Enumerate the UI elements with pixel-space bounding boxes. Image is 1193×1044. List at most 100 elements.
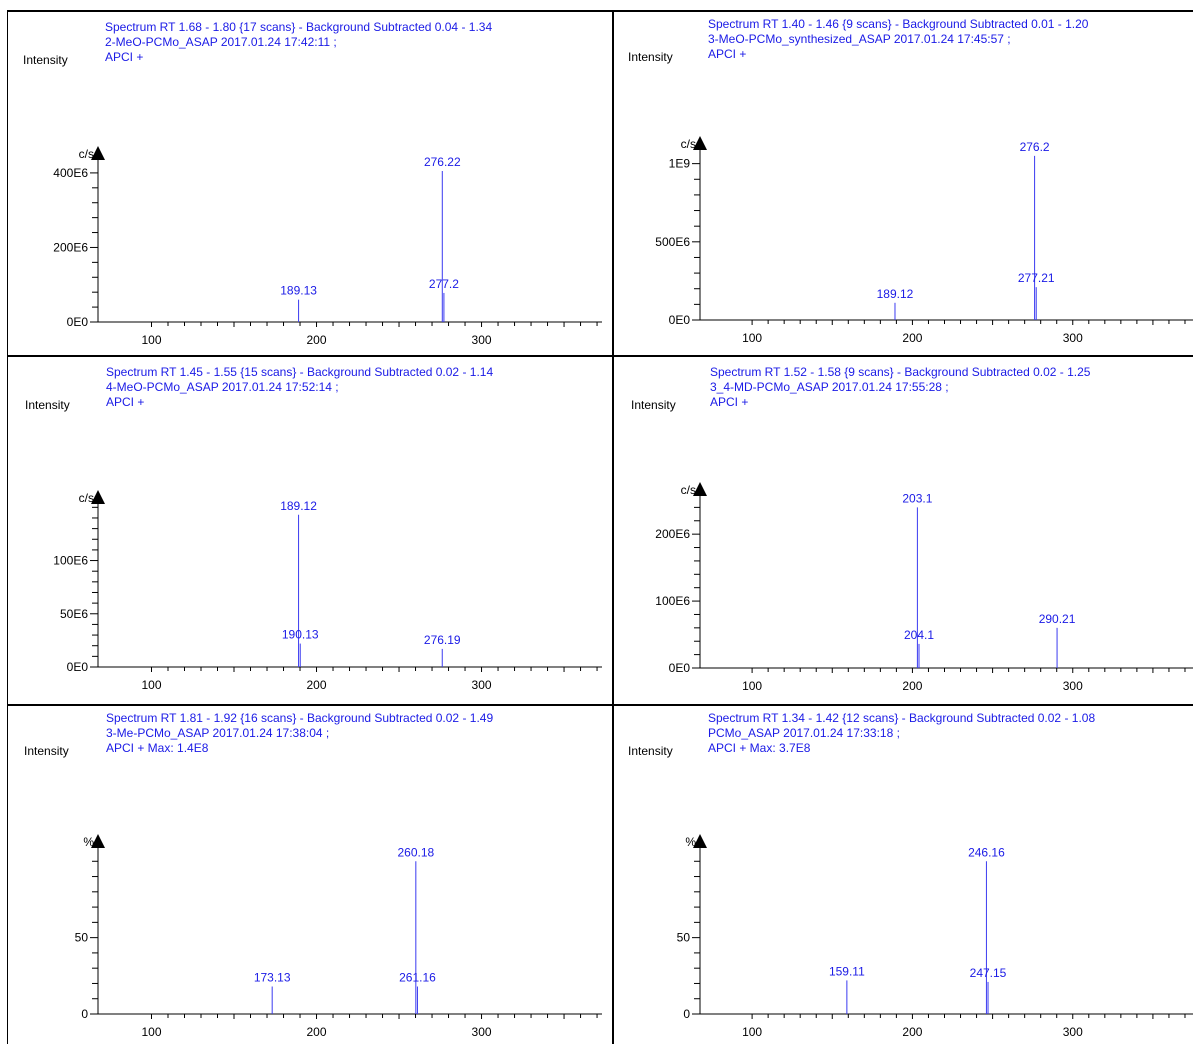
y-tick-label: 100E6 bbox=[655, 594, 690, 608]
spectrum-header-line: 3-MeO-PCMo_synthesized_ASAP 2017.01.24 1… bbox=[708, 32, 1011, 46]
spectrum-panel-6: Spectrum RT 1.34 - 1.42 {12 scans} - Bac… bbox=[614, 706, 1193, 1044]
y-tick-label: 0E0 bbox=[669, 313, 691, 327]
spectrum-header-line: Spectrum RT 1.68 - 1.80 {17 scans} - Bac… bbox=[105, 20, 492, 34]
peak-label: 189.12 bbox=[280, 499, 317, 513]
x-tick-label: 100 bbox=[141, 333, 161, 347]
y-tick-label: 1E9 bbox=[669, 157, 691, 171]
y-tick-label: 200E6 bbox=[53, 240, 88, 254]
spectrum-panel-1: Spectrum RT 1.68 - 1.80 {17 scans} - Bac… bbox=[8, 12, 612, 355]
spectrum-header-line: PCMo_ASAP 2017.01.24 17:33:18 ; bbox=[708, 726, 900, 740]
spectrum-header-line: Spectrum RT 1.81 - 1.92 {16 scans} - Bac… bbox=[106, 711, 493, 725]
x-tick-label: 300 bbox=[472, 1025, 492, 1039]
peak-label: 277.21 bbox=[1018, 271, 1055, 285]
y-axis-arrow bbox=[91, 834, 105, 848]
y-unit-label: % bbox=[83, 835, 94, 849]
spectrum-header-line: 4-MeO-PCMo_ASAP 2017.01.24 17:52:14 ; bbox=[106, 380, 339, 394]
y-tick-label: 0E0 bbox=[67, 315, 89, 329]
intensity-label: Intensity bbox=[23, 53, 68, 67]
x-tick-label: 300 bbox=[1063, 679, 1083, 693]
y-axis-arrow bbox=[91, 146, 105, 160]
y-unit-label: c/s bbox=[79, 147, 94, 161]
y-tick-label: 50 bbox=[75, 931, 89, 945]
spectrum-header-line: APCI + bbox=[106, 395, 144, 409]
spectrum-panel-2: Spectrum RT 1.40 - 1.46 {9 scans} - Back… bbox=[614, 12, 1193, 355]
peak-label: 247.15 bbox=[970, 966, 1007, 980]
peak-label: 203.1 bbox=[902, 491, 932, 505]
spectrum-header-line: Spectrum RT 1.34 - 1.42 {12 scans} - Bac… bbox=[708, 711, 1095, 725]
x-tick-label: 100 bbox=[141, 1025, 161, 1039]
peak-label: 261.16 bbox=[399, 971, 436, 985]
frame-row-divider-1 bbox=[8, 355, 1193, 357]
peak-label: 189.12 bbox=[877, 287, 914, 301]
peak-label: 277.2 bbox=[429, 277, 459, 291]
spectrum-chart-1: Spectrum RT 1.68 - 1.80 {17 scans} - Bac… bbox=[23, 20, 602, 347]
spectrum-chart-3: Spectrum RT 1.45 - 1.55 {15 scans} - Bac… bbox=[25, 365, 602, 692]
intensity-label: Intensity bbox=[631, 398, 676, 412]
x-tick-label: 300 bbox=[472, 333, 492, 347]
peak-label: 204.1 bbox=[904, 628, 934, 642]
y-tick-label: 200E6 bbox=[655, 527, 690, 541]
spectrum-panel-5: Spectrum RT 1.81 - 1.92 {16 scans} - Bac… bbox=[8, 706, 612, 1044]
y-tick-label: 0E0 bbox=[67, 660, 89, 674]
peak-label: 159.11 bbox=[829, 964, 865, 978]
x-tick-label: 200 bbox=[902, 1025, 922, 1039]
spectrum-header-line: 3_4-MD-PCMo_ASAP 2017.01.24 17:55:28 ; bbox=[710, 380, 949, 394]
intensity-label: Intensity bbox=[628, 744, 673, 758]
y-tick-label: 50E6 bbox=[60, 607, 88, 621]
y-tick-label: 100E6 bbox=[53, 554, 88, 568]
x-tick-label: 300 bbox=[1063, 1025, 1083, 1039]
intensity-label: Intensity bbox=[24, 744, 69, 758]
intensity-label: Intensity bbox=[628, 50, 673, 64]
x-tick-label: 300 bbox=[1063, 331, 1083, 345]
spectrum-header-line: APCI + bbox=[710, 395, 748, 409]
spectrum-chart-4: Spectrum RT 1.52 - 1.58 {9 scans} - Back… bbox=[631, 365, 1193, 693]
y-axis-arrow bbox=[693, 834, 707, 848]
spectrum-header-line: APCI + Max: 1.4E8 bbox=[106, 741, 209, 755]
spectrum-panel-3: Spectrum RT 1.45 - 1.55 {15 scans} - Bac… bbox=[8, 357, 612, 704]
y-axis-arrow bbox=[693, 482, 707, 496]
x-tick-label: 200 bbox=[902, 679, 922, 693]
y-unit-label: c/s bbox=[681, 137, 696, 151]
frame-top-line bbox=[8, 10, 1193, 12]
intensity-label: Intensity bbox=[25, 398, 70, 412]
y-unit-label: c/s bbox=[79, 491, 94, 505]
x-tick-label: 100 bbox=[742, 679, 762, 693]
y-unit-label: c/s bbox=[681, 483, 696, 497]
y-tick-label: 50 bbox=[677, 931, 691, 945]
spectrum-panel-4: Spectrum RT 1.52 - 1.58 {9 scans} - Back… bbox=[614, 357, 1193, 704]
x-tick-label: 200 bbox=[307, 678, 327, 692]
spectrum-chart-2: Spectrum RT 1.40 - 1.46 {9 scans} - Back… bbox=[628, 17, 1193, 345]
y-unit-label: % bbox=[685, 835, 696, 849]
spectrum-chart-5: Spectrum RT 1.81 - 1.92 {16 scans} - Bac… bbox=[24, 711, 602, 1039]
y-axis-arrow bbox=[693, 136, 707, 150]
x-tick-label: 100 bbox=[742, 1025, 762, 1039]
spectrum-chart-6: Spectrum RT 1.34 - 1.42 {12 scans} - Bac… bbox=[628, 711, 1193, 1039]
spectrum-header-line: Spectrum RT 1.52 - 1.58 {9 scans} - Back… bbox=[710, 365, 1091, 379]
peak-label: 173.13 bbox=[254, 971, 291, 985]
x-tick-label: 100 bbox=[141, 678, 161, 692]
spectrum-header-line: Spectrum RT 1.40 - 1.46 {9 scans} - Back… bbox=[708, 17, 1089, 31]
peak-label: 290.21 bbox=[1039, 612, 1076, 626]
spectrum-header-line: APCI + bbox=[708, 47, 746, 61]
x-tick-label: 200 bbox=[307, 333, 327, 347]
peak-label: 189.13 bbox=[280, 284, 317, 298]
peak-label: 246.16 bbox=[968, 845, 1005, 859]
y-tick-label: 500E6 bbox=[655, 235, 690, 249]
x-tick-label: 200 bbox=[902, 331, 922, 345]
spectrum-header-line: 3-Me-PCMo_ASAP 2017.01.24 17:38:04 ; bbox=[106, 726, 329, 740]
y-axis-arrow bbox=[91, 490, 105, 504]
peak-label: 260.18 bbox=[397, 845, 434, 859]
spectrum-header-line: 2-MeO-PCMo_ASAP 2017.01.24 17:42:11 ; bbox=[105, 35, 337, 49]
y-tick-label: 0E0 bbox=[669, 661, 691, 675]
spectrum-header-line: APCI + bbox=[105, 50, 143, 64]
peak-label: 276.2 bbox=[1020, 140, 1050, 154]
spectrum-header-line: Spectrum RT 1.45 - 1.55 {15 scans} - Bac… bbox=[106, 365, 493, 379]
y-tick-label: 0 bbox=[683, 1007, 690, 1021]
frame-left-line bbox=[7, 10, 8, 1044]
peak-label: 276.22 bbox=[424, 155, 461, 169]
spectrum-header-line: APCI + Max: 3.7E8 bbox=[708, 741, 811, 755]
frame-row-divider-2 bbox=[8, 704, 1193, 706]
y-tick-label: 0 bbox=[81, 1007, 88, 1021]
x-tick-label: 200 bbox=[307, 1025, 327, 1039]
